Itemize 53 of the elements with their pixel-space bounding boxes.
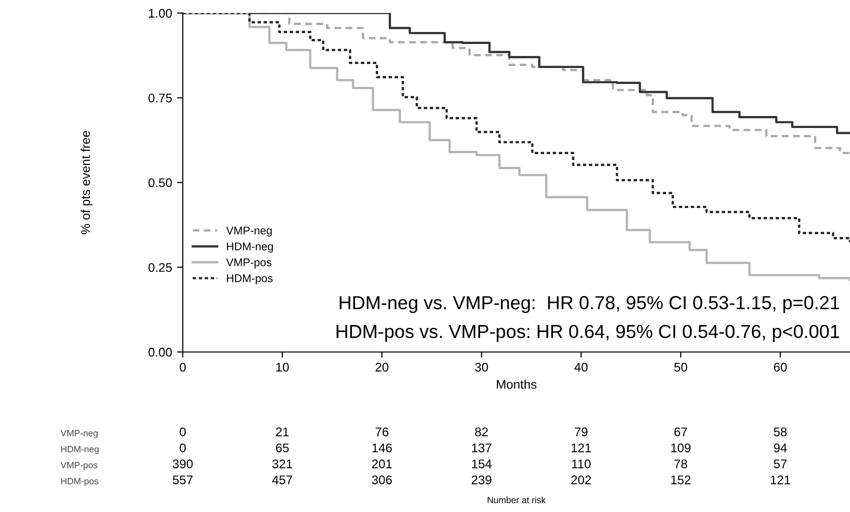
- data-label: 94: [774, 443, 787, 452]
- y-tick-label: 0.50: [148, 178, 172, 188]
- x-tick-label: 10: [276, 362, 289, 372]
- data-label: 154: [472, 460, 492, 468]
- data-label: 57: [774, 460, 787, 468]
- data-label: 76: [376, 427, 388, 436]
- y-tick-label: 0.75: [148, 94, 172, 102]
- annotation: HDM-pos vs. VMP-pos: HR 0.64, 95% CI 0.54-0.76, p<0.001: [336, 324, 840, 342]
- data-label: 202: [571, 475, 591, 484]
- data-label: 201: [372, 459, 392, 468]
- data-label: 58: [774, 427, 787, 436]
- data-label: 152: [671, 475, 690, 484]
- data-label: 121: [572, 443, 591, 452]
- data-label: 110: [572, 459, 591, 468]
- data-label: 0: [180, 427, 186, 436]
- data-label: 121: [770, 475, 790, 484]
- data-label: 109: [671, 443, 691, 452]
- x-tick-label: 60: [774, 362, 787, 372]
- x-axis-title: Months: [496, 380, 536, 389]
- legend-label: HDM-neg: [226, 242, 273, 253]
- data-label: 239: [472, 475, 492, 484]
- x-tick-label: 30: [475, 362, 488, 372]
- data-label: 78: [674, 459, 688, 468]
- x-tick-label: 20: [376, 362, 388, 372]
- data-label: 65: [276, 443, 289, 452]
- x-tick-label: 50: [674, 362, 688, 372]
- data-label: 457: [272, 476, 292, 484]
- y-tick-label: 0.00: [148, 348, 172, 357]
- y-axis-title: % of pts event free: [80, 130, 92, 234]
- data-label: 321: [272, 459, 292, 468]
- legend-label: VMP-pos: [226, 258, 272, 268]
- data-label: 21: [276, 427, 289, 436]
- y-tick-label: HDM-pos: [61, 478, 98, 486]
- y-tick-label: HDM-neg: [61, 446, 99, 454]
- data-label: 146: [372, 443, 392, 452]
- y-tick-label: 0.25: [148, 263, 172, 272]
- y-tick-label: VMP-neg: [60, 430, 98, 438]
- data-label: 137: [472, 443, 492, 452]
- y-tick-label: VMP-pos: [60, 462, 98, 470]
- data-label: 82: [475, 427, 488, 436]
- data-label: 557: [172, 476, 193, 484]
- y-tick-label: 1.00: [148, 8, 172, 18]
- data-label: 306: [372, 475, 392, 484]
- data-label: 79: [574, 427, 588, 436]
- data-label: 390: [172, 459, 193, 468]
- x-tick-label: 0: [180, 362, 186, 372]
- legend-label: VMP-neg: [226, 226, 272, 237]
- x-tick-label: 40: [574, 362, 588, 372]
- data-label: 0: [180, 443, 186, 452]
- data-label: 67: [674, 427, 688, 436]
- x-axis-title: Number at risk: [488, 496, 546, 504]
- annotation: HDM-neg vs. VMP-neg: HR 0.78, 95% CI 0.53-1.15, p=0.21: [340, 296, 840, 314]
- legend-label: HDM-pos: [226, 274, 273, 284]
